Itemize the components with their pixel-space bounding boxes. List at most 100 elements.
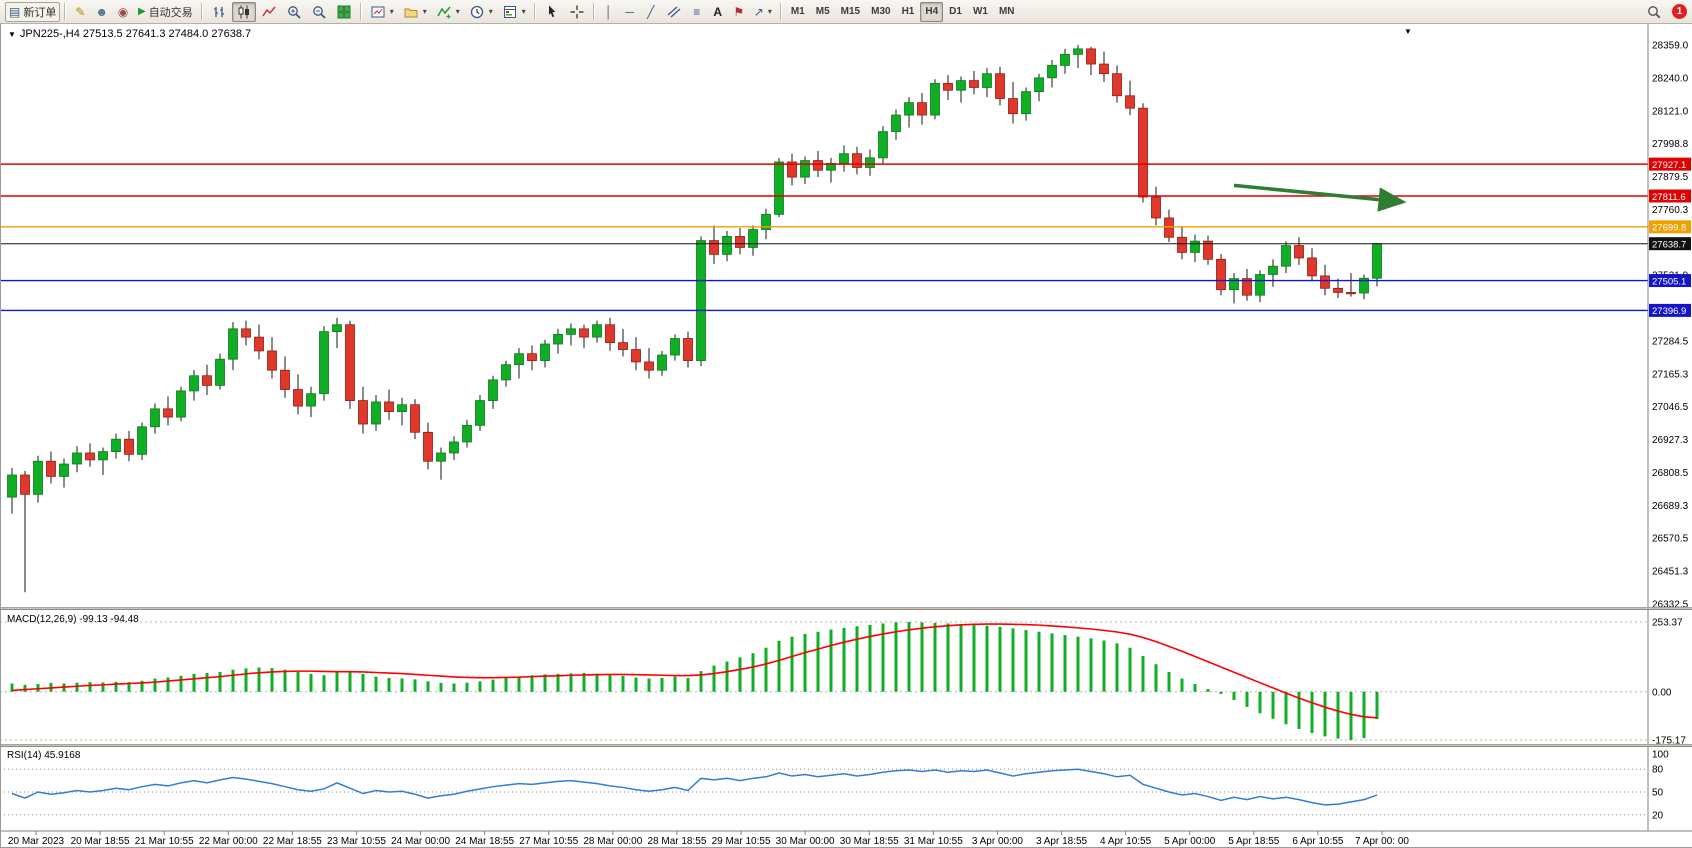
- text-tool-button[interactable]: A: [708, 2, 728, 22]
- zoom-out-button[interactable]: [307, 2, 331, 22]
- candle-down: [1164, 217, 1174, 238]
- dropdown-caret-icon: ▾: [455, 7, 460, 16]
- metaeditor-button[interactable]: ✎: [70, 2, 90, 22]
- timeframe-button-h1[interactable]: H1: [897, 2, 920, 22]
- candle-up: [1268, 265, 1278, 275]
- macd-histogram-bar: [673, 676, 677, 692]
- timeframe-button-mn[interactable]: MN: [994, 2, 1020, 22]
- tile-windows-button[interactable]: [332, 2, 356, 22]
- macd-axis-label: 253.37: [1652, 618, 1683, 629]
- macd-histogram-bar: [751, 653, 755, 692]
- timeframe-button-h4[interactable]: H4: [920, 1, 944, 22]
- candle-up: [1229, 278, 1239, 291]
- periods-button[interactable]: ▾: [465, 2, 497, 22]
- macd-histogram-bar: [1024, 630, 1028, 692]
- toolbar-separator: [779, 3, 782, 20]
- vertical-line-icon: │: [605, 4, 613, 19]
- price-axis-label: 27879.5: [1652, 172, 1689, 183]
- candle-down: [527, 353, 537, 361]
- macd-histogram-bar: [1167, 671, 1171, 692]
- price-axis-label: 26332.5: [1652, 600, 1689, 611]
- candle-down: [735, 236, 745, 248]
- arrows-tool-button[interactable]: ↗ ▾: [750, 2, 776, 22]
- candle-up: [540, 343, 550, 361]
- candle-up: [696, 240, 706, 361]
- candle-up: [1060, 53, 1070, 66]
- indicators-button[interactable]: ▾: [432, 2, 464, 22]
- candle-up: [501, 364, 511, 381]
- candle-down: [618, 342, 628, 350]
- zoom-in-icon: [287, 5, 301, 19]
- trend-arrow-annotation[interactable]: [1233, 183, 1407, 212]
- bar-chart-icon: [213, 6, 224, 17]
- profiles-button[interactable]: ▾: [399, 2, 431, 22]
- macd-histogram-bar: [413, 679, 417, 692]
- new-order-button[interactable]: ▤ 新订单: [5, 1, 61, 22]
- candle-down: [1294, 245, 1304, 259]
- dropdown-caret-icon: ▾: [389, 7, 394, 16]
- zoom-in-button[interactable]: [282, 2, 306, 22]
- timeframe-button-d1[interactable]: D1: [944, 2, 967, 22]
- chart-dropdown-icon[interactable]: ▼: [8, 29, 16, 39]
- crosshair-button[interactable]: [565, 2, 589, 22]
- macd-histogram-bar: [348, 671, 352, 692]
- candle-up: [956, 80, 966, 91]
- panel-splitter[interactable]: [0, 607, 1692, 610]
- new-chart-button[interactable]: ▾: [366, 2, 398, 22]
- vertical-line-button[interactable]: │: [599, 2, 619, 22]
- macd-histogram-bar: [478, 681, 482, 692]
- templates-button[interactable]: ▾: [498, 2, 530, 22]
- fibonacci-button[interactable]: ≡: [687, 2, 707, 22]
- timeframe-button-m30[interactable]: M30: [866, 2, 895, 22]
- candle-down: [787, 161, 797, 178]
- candle-up: [1372, 243, 1382, 279]
- macd-histogram-bar: [725, 661, 729, 692]
- candle-up: [865, 157, 875, 168]
- timeframe-button-m15[interactable]: M15: [836, 2, 865, 22]
- candle-down: [1138, 107, 1148, 198]
- macd-histogram-bar: [543, 674, 547, 692]
- bar-chart-button[interactable]: [207, 2, 231, 22]
- candle-down: [85, 452, 95, 461]
- search-button[interactable]: [1642, 2, 1666, 22]
- candle-down: [345, 324, 355, 401]
- candle-up: [111, 438, 121, 452]
- community-button[interactable]: ◉: [113, 2, 133, 22]
- panel-splitter[interactable]: [0, 744, 1692, 747]
- macd-histogram-bar: [920, 622, 924, 692]
- accounts-button[interactable]: ☻: [91, 2, 112, 22]
- timeframe-button-m1[interactable]: M1: [786, 2, 810, 22]
- time-axis[interactable]: [0, 832, 1648, 848]
- price-axis-label: 27998.8: [1652, 139, 1689, 150]
- price-badge: [1649, 237, 1691, 251]
- candle-up: [800, 160, 810, 178]
- macd-histogram-bar: [23, 684, 27, 692]
- timeframe-button-w1[interactable]: W1: [968, 2, 993, 22]
- new-chart-icon: [371, 6, 385, 17]
- macd-histogram-bar: [855, 626, 859, 692]
- trendline-button[interactable]: ╱: [641, 2, 661, 22]
- candle-up: [436, 452, 446, 462]
- line-chart-button[interactable]: [257, 2, 281, 22]
- candlestick-icon: [238, 5, 249, 18]
- price-badge-label: 27638.7: [1652, 239, 1686, 250]
- price-badge: [1649, 303, 1691, 317]
- price-badge-label: 27396.9: [1652, 306, 1686, 317]
- cursor-button[interactable]: [540, 2, 564, 22]
- time-axis-label: 24 Mar 00:00: [391, 836, 450, 847]
- macd-histogram-bar: [1206, 689, 1210, 692]
- notification-badge[interactable]: 1: [1672, 4, 1687, 19]
- chart-shift-marker-icon[interactable]: ▼: [1404, 27, 1412, 36]
- channel-button[interactable]: [662, 2, 686, 22]
- timeframe-button-m5[interactable]: M5: [811, 2, 835, 22]
- time-axis-label: 20 Mar 18:55: [71, 836, 130, 847]
- candle-up: [189, 375, 199, 392]
- price-axis[interactable]: [1648, 24, 1692, 831]
- cursor-icon: [548, 5, 556, 17]
- time-axis-label: 29 Mar 10:55: [712, 836, 771, 847]
- candlestick-chart-button[interactable]: [231, 1, 256, 22]
- autotrading-button[interactable]: ▶ 自动交易: [134, 2, 197, 22]
- label-tool-button[interactable]: ⚑: [729, 2, 749, 22]
- horizontal-line-button[interactable]: ─: [620, 2, 640, 22]
